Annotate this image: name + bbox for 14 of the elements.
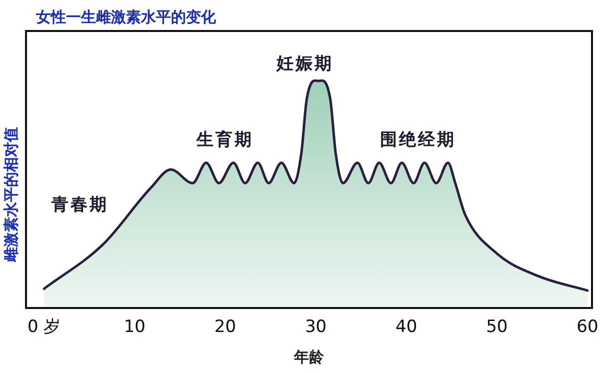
chart-title: 女性一生雌激素水平的变化 — [35, 8, 217, 26]
x-tick-label: 50 — [486, 317, 508, 337]
annotation: 生育期 — [196, 129, 254, 150]
x-tick-label: 0 岁 — [27, 317, 61, 337]
y-axis-title: 雌激素水平的相对值 — [2, 127, 20, 263]
annotation: 青春期 — [50, 195, 108, 215]
x-tick-label: 30 — [304, 317, 327, 337]
text: 妊娠期 — [276, 54, 334, 74]
x-tick-label: 10 — [124, 317, 146, 337]
x-tick-label: 60 — [576, 317, 598, 337]
annotation: 围绝经期 — [380, 130, 456, 150]
x-tick-label: 20 — [214, 317, 236, 337]
x-tick-label: 40 — [396, 317, 418, 337]
x-axis-title: 年龄 — [293, 348, 325, 366]
